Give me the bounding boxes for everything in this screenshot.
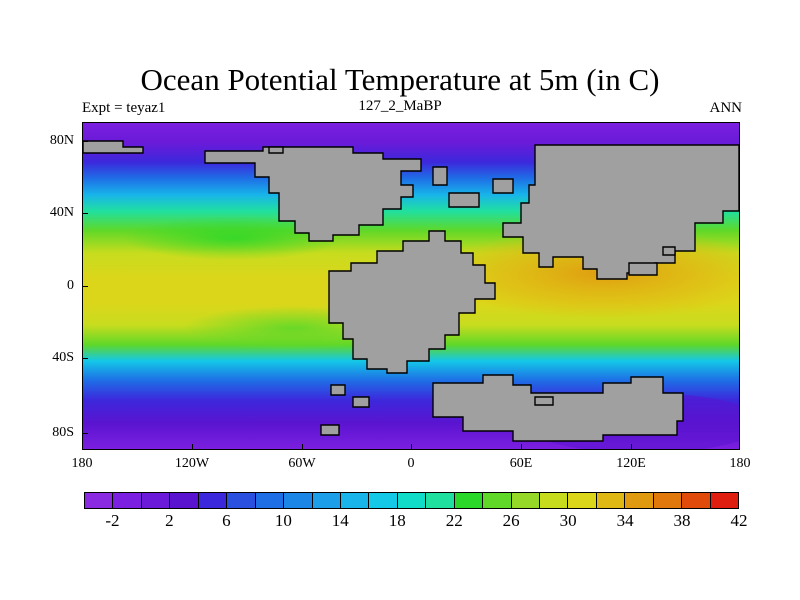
colorbar-label: 14 xyxy=(331,511,349,530)
colorbar-box xyxy=(653,493,683,508)
tick xyxy=(82,286,88,287)
map-svg xyxy=(83,123,739,449)
lat-label-40s: 40S xyxy=(52,350,74,365)
lat-label-0: 0 xyxy=(67,278,74,293)
colorbar-box xyxy=(113,493,142,508)
tick xyxy=(302,444,303,450)
experiment-label: Expt = teyaz1 xyxy=(82,100,166,116)
colorbar-label: 26 xyxy=(502,511,520,530)
colorbar-label: 6 xyxy=(222,511,231,530)
lon-label-120w: 120W xyxy=(174,456,210,471)
colorbar-box xyxy=(170,493,199,508)
colorbar-box xyxy=(85,493,114,508)
colorbar-box xyxy=(710,493,739,508)
lat-label-80s: 80S xyxy=(52,425,74,440)
colorbar-label: 2 xyxy=(165,511,174,530)
colorbar-label: 34 xyxy=(616,511,634,530)
lon-label-0: 0 xyxy=(407,456,415,471)
tick xyxy=(411,444,412,450)
colorbar-box xyxy=(568,493,597,508)
colorbar-label: 18 xyxy=(388,511,406,530)
lon-label-180e: 180 xyxy=(729,456,751,471)
colorbar-box xyxy=(397,493,427,508)
colorbar-label: 22 xyxy=(445,511,463,530)
colorbar-label: 38 xyxy=(673,511,691,530)
colorbar-box xyxy=(227,493,256,508)
cool-band-north xyxy=(123,216,343,260)
colorbar-box xyxy=(198,493,228,508)
colorbar-box xyxy=(369,493,398,508)
period-label: 127_2_MaBP xyxy=(358,98,442,114)
lon-label-60w: 60W xyxy=(288,456,316,471)
colorbar-box xyxy=(511,493,540,508)
colorbar-label: 10 xyxy=(274,511,292,530)
colorbar-label: -2 xyxy=(105,511,120,530)
colorbar-box xyxy=(141,493,171,508)
lat-label-40n: 40N xyxy=(49,205,74,220)
lon-label-120e: 120E xyxy=(616,456,646,471)
tick xyxy=(82,213,88,214)
tick xyxy=(82,141,88,142)
temperature-map xyxy=(82,122,740,450)
tick xyxy=(82,358,88,359)
tick xyxy=(631,444,632,450)
season-label: ANN xyxy=(709,100,743,116)
colorbar-box xyxy=(483,493,512,508)
tick xyxy=(192,444,193,450)
colorbar-box xyxy=(454,493,484,508)
colorbar-box xyxy=(340,493,370,508)
colorbar-box xyxy=(284,493,313,508)
plot-title: Ocean Potential Temperature at 5m (in C) xyxy=(140,62,660,97)
lon-label-60e: 60E xyxy=(509,456,533,471)
colorbar-box xyxy=(426,493,455,508)
colorbar-box xyxy=(540,493,569,508)
lon-label-180w: 180 xyxy=(71,456,93,471)
colorbar-box xyxy=(625,493,654,508)
tick xyxy=(521,444,522,450)
colorbar-box xyxy=(255,493,285,508)
land-masses xyxy=(83,140,739,442)
colorbar xyxy=(84,492,739,509)
colorbar-label: 42 xyxy=(730,511,748,530)
colorbar-box xyxy=(312,493,341,508)
tick xyxy=(82,433,88,434)
colorbar-box xyxy=(596,493,626,508)
colorbar-box xyxy=(682,493,711,508)
colorbar-label: 30 xyxy=(559,511,577,530)
lat-label-80n: 80N xyxy=(49,133,74,148)
